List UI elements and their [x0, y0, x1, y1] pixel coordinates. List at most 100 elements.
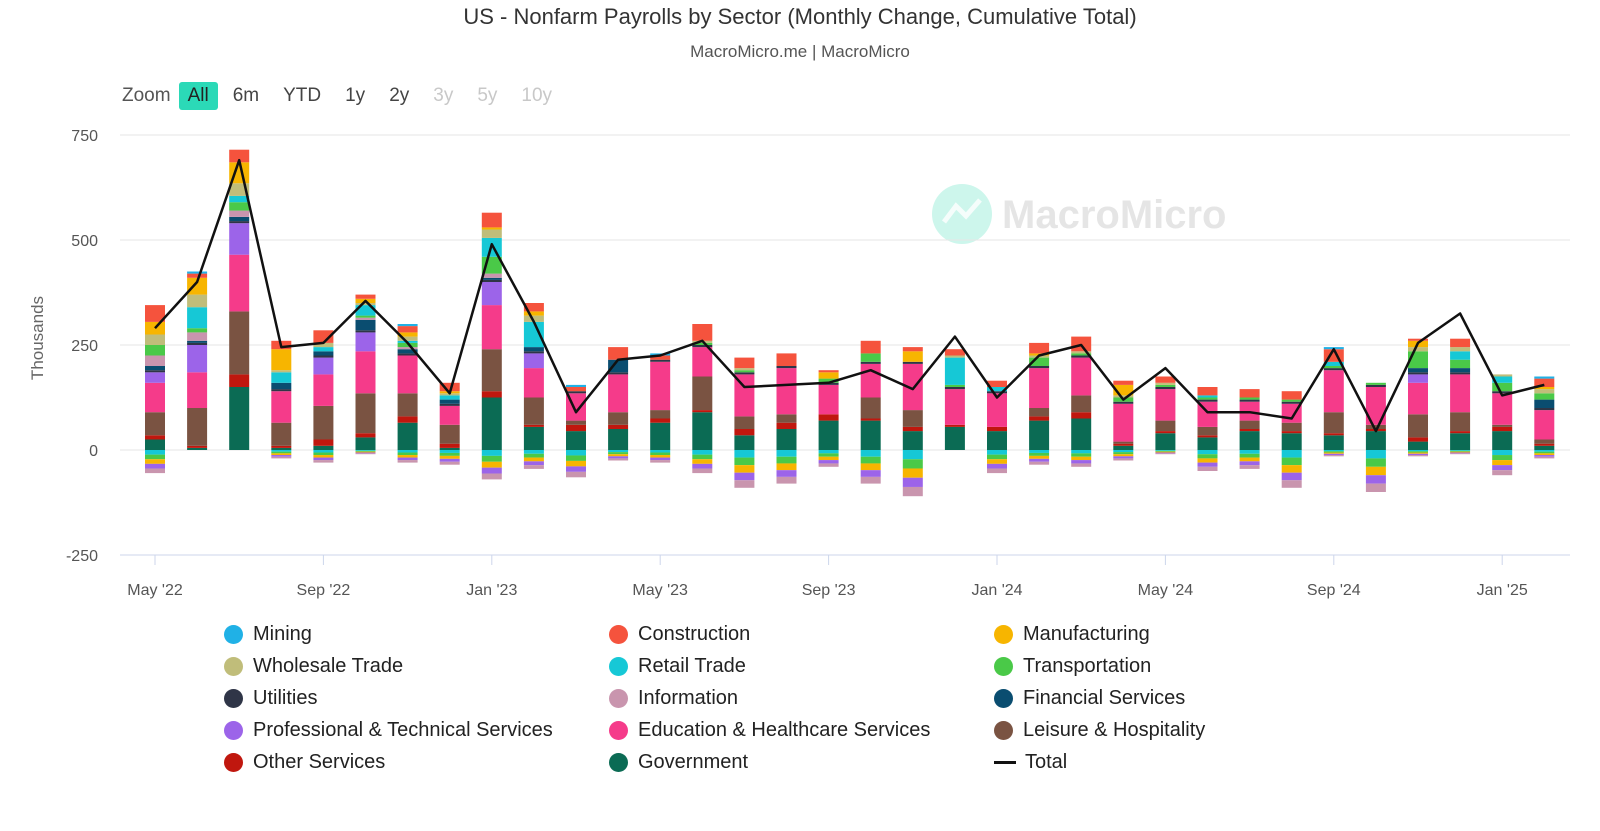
bar-segment[interactable] [860, 397, 881, 419]
bar-segment[interactable] [860, 450, 881, 457]
bar-segment[interactable] [608, 359, 629, 373]
bar-segment[interactable] [1534, 439, 1555, 444]
bar-segment[interactable] [1323, 366, 1344, 369]
bar-segment[interactable] [1281, 450, 1302, 458]
bar-segment[interactable] [397, 326, 418, 333]
bar-segment[interactable] [734, 374, 755, 417]
legend-item-wholesale-trade[interactable]: Wholesale Trade [224, 654, 609, 679]
bar-segment[interactable] [1197, 462, 1218, 467]
bar-segment[interactable] [734, 457, 755, 466]
legend-item-financial-services[interactable]: Financial Services [994, 686, 1284, 711]
bar-segment[interactable] [439, 405, 460, 425]
bar-segment[interactable] [397, 452, 418, 456]
bar-segment[interactable] [229, 216, 250, 222]
bar-segment[interactable] [608, 452, 629, 455]
bar-segment[interactable] [1534, 450, 1555, 452]
bar-segment[interactable] [1113, 441, 1134, 444]
bar-segment[interactable] [776, 366, 797, 369]
bar-segment[interactable] [692, 463, 713, 469]
bar-segment[interactable] [397, 324, 418, 327]
bar-segment[interactable] [1450, 347, 1471, 352]
bar-segment[interactable] [818, 453, 839, 457]
bar-segment[interactable] [355, 317, 376, 320]
bar-segment[interactable] [1281, 433, 1302, 450]
bar-segment[interactable] [1323, 361, 1344, 366]
legend-item-utilities[interactable]: Utilities [224, 686, 609, 711]
bar-segment[interactable] [1365, 458, 1386, 467]
bar-segment[interactable] [987, 387, 1007, 392]
bar-segment[interactable] [1408, 368, 1428, 373]
bar-segment[interactable] [566, 420, 586, 425]
bar-segment[interactable] [902, 450, 923, 460]
bar-segment[interactable] [608, 454, 629, 457]
bar-segment[interactable] [313, 445, 334, 450]
bar-segment[interactable] [1450, 452, 1471, 454]
bar-segment[interactable] [1323, 453, 1344, 456]
total-line[interactable] [154, 158, 1545, 433]
bar-segment[interactable] [608, 374, 629, 413]
bar-segment[interactable] [1113, 454, 1134, 457]
bar-segment[interactable] [523, 461, 544, 466]
bar-segment[interactable] [1155, 387, 1176, 390]
bar-segment[interactable] [1323, 433, 1344, 436]
bar-segment[interactable] [1071, 357, 1092, 396]
bar-segment[interactable] [1534, 393, 1555, 400]
bar-segment[interactable] [1029, 342, 1050, 354]
bar-segment[interactable] [397, 349, 418, 354]
bar-segment[interactable] [1534, 410, 1555, 440]
bar-segment[interactable] [1239, 399, 1260, 402]
bar-segment[interactable] [481, 467, 502, 474]
bar-segment[interactable] [397, 457, 418, 461]
bar-segment[interactable] [818, 384, 839, 415]
bar-segment[interactable] [313, 460, 334, 463]
bar-segment[interactable] [734, 450, 755, 458]
bar-segment[interactable] [187, 273, 208, 278]
bar-segment[interactable] [355, 315, 376, 318]
bar-segment[interactable] [397, 460, 418, 463]
bar-segment[interactable] [1029, 450, 1050, 453]
bar-segment[interactable] [355, 437, 376, 450]
bar-segment[interactable] [1323, 455, 1344, 457]
bar-segment[interactable] [271, 450, 292, 452]
bar-segment[interactable] [187, 445, 208, 448]
bar-segment[interactable] [397, 332, 418, 337]
bar-segment[interactable] [1281, 391, 1302, 400]
bar-segment[interactable] [523, 426, 544, 450]
bar-segment[interactable] [1239, 453, 1260, 458]
bar-segment[interactable] [271, 456, 292, 459]
bar-segment[interactable] [692, 468, 713, 474]
bar-segment[interactable] [1408, 441, 1428, 450]
zoom-button-10y[interactable]: 10y [521, 85, 553, 106]
bar-segment[interactable] [271, 389, 292, 392]
bar-segment[interactable] [271, 372, 292, 383]
bar-segment[interactable] [944, 349, 965, 356]
bar-segment[interactable] [397, 455, 418, 458]
bar-segment[interactable] [1450, 372, 1471, 375]
bar-segment[interactable] [566, 466, 586, 472]
bar-segment[interactable] [1029, 408, 1050, 417]
bar-segment[interactable] [987, 459, 1007, 464]
bar-segment[interactable] [1155, 450, 1176, 452]
bar-segment[interactable] [1071, 353, 1092, 356]
bar-segment[interactable] [145, 370, 165, 373]
bar-segment[interactable] [481, 227, 502, 230]
bar-segment[interactable] [987, 426, 1007, 432]
bar-segment[interactable] [187, 294, 208, 308]
bar-segment[interactable] [481, 473, 502, 480]
bar-segment[interactable] [650, 422, 671, 450]
bar-segment[interactable] [145, 372, 165, 383]
bar-segment[interactable] [1113, 456, 1134, 459]
bar-segment[interactable] [1113, 384, 1134, 396]
legend-item-information[interactable]: Information [609, 686, 994, 711]
bar-segment[interactable] [523, 397, 544, 425]
bar-segment[interactable] [692, 324, 713, 341]
bar-segment[interactable] [229, 387, 250, 450]
bar-segment[interactable] [1492, 376, 1513, 383]
bar-segment[interactable] [1408, 374, 1428, 383]
bar-segment[interactable] [608, 424, 629, 429]
bar-segment[interactable] [987, 450, 1007, 455]
bar-segment[interactable] [271, 422, 292, 446]
bar-segment[interactable] [481, 305, 502, 350]
bar-segment[interactable] [1029, 452, 1050, 456]
bar-segment[interactable] [355, 450, 376, 451]
